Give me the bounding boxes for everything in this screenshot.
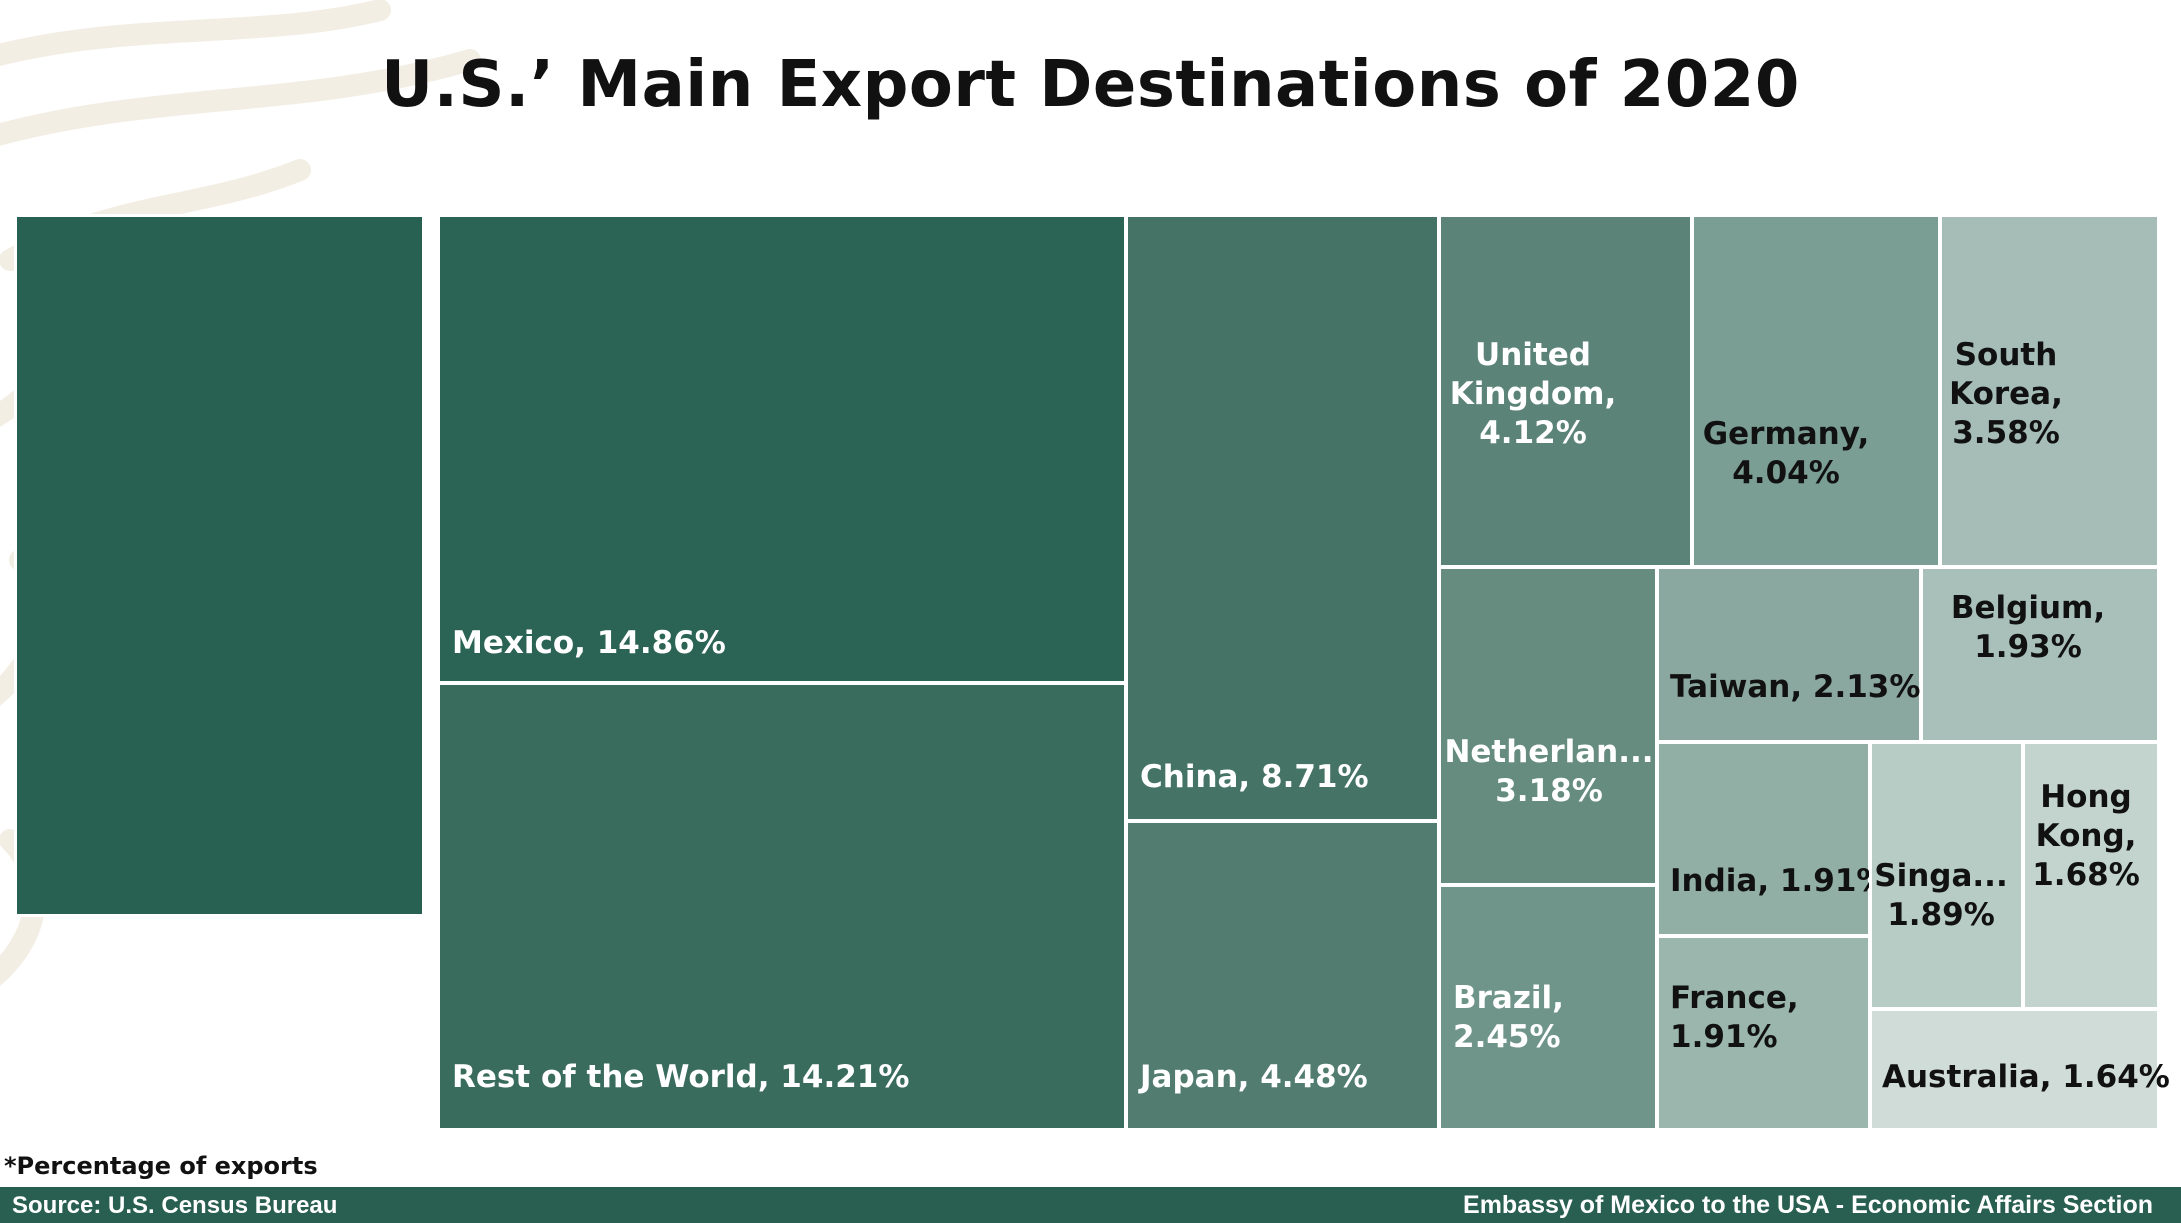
tile-label-line: Kong, [2035,818,2137,854]
tile-label-line: India, 1.91% [1670,863,1888,899]
tile-belgium: Belgium, 1.93% [1920,566,2160,743]
tile-label-line: 3.58% [1952,415,2060,451]
tile-label-germany: Germany, 4.04% [1661,415,1911,493]
tile-canada: Canada, 17.83% [14,214,425,1095]
credit-text: Embassy of Mexico to the USA - Economic … [1463,1191,2153,1219]
tile-label-line: Belgium, [1950,590,2106,626]
tile-label-belgium: Belgium, 1.93% [1908,589,2148,667]
tile-label-line: Germany, [1702,416,1870,452]
tile-label-line: Korea, [1949,376,2063,412]
tile-label-singapore: Singa... 1.89% [1864,857,2019,935]
tile-label-line: China, 8.71% [1140,759,1369,795]
tile-label-japan: Japan, 4.48% [1140,1058,1368,1097]
tile-label-united-kingdom: United Kingdom, 4.12% [1406,336,1661,453]
tile-label-line: Singa... [1874,858,2008,894]
tile-label-line: Rest of the World, 14.21% [452,1059,910,1095]
tile-label-line: Taiwan, 2.13% [1670,669,1921,705]
tile-hong-kong: Hong Kong, 1.68% [2022,741,2160,1010]
tile-label-france: France, 1.91% [1670,979,1799,1057]
tile-france: France, 1.91% [1656,935,1871,1131]
tile-label-line: 2.45% [1453,1019,1561,1055]
tile-label-china: China, 8.71% [1140,758,1369,797]
tile-label-netherlands: Netherlan... 3.18% [1439,733,1659,811]
tile-label-line: South [1954,337,2058,373]
tile-taiwan: Taiwan, 2.13% [1656,566,1922,743]
tile-label-line: France, [1670,980,1799,1016]
tile-label-line: 4.12% [1479,415,1587,451]
tile-label-line: Mexico, 14.86% [452,625,726,661]
tile-japan: Japan, 4.48% [1125,820,1440,1131]
tile-south-korea: South Korea, 3.58% [1939,214,2160,568]
tile-label-line: Japan, 4.48% [1140,1059,1368,1095]
tile-netherlands: Netherlan... 3.18% [1438,566,1658,886]
tile-mexico: Mexico, 14.86% [437,214,1127,684]
tile-united-kingdom: United Kingdom, 4.12% [1438,214,1693,568]
tile-label-line: Kingdom, [1449,376,1617,412]
tile-rest-of-the-world: Rest of the World, 14.21% [437,682,1127,1131]
tile-label-canada: Canada, 17.83% [29,1058,310,1097]
tile-label-line: 1.91% [1670,1019,1778,1055]
page-title: U.S.’ Main Export Destinations of 2020 [381,48,1800,122]
tile-label-line: Brazil, [1453,980,1564,1016]
tile-label-line: 1.68% [2032,857,2140,893]
tile-label-line: Australia, 1.64% [1882,1059,2170,1095]
tile-label-line: 4.04% [1732,455,1840,491]
tile-label-india: India, 1.91% [1670,862,1887,901]
tile-singapore: Singa... 1.89% [1869,741,2024,1010]
tile-label-brazil: Brazil, 2.45% [1453,979,1564,1057]
tile-india: India, 1.91% [1656,741,1887,937]
tile-label-line: Canada, 17.83% [29,1059,311,1095]
tile-label-australia: Australia, 1.64% [1882,1058,2170,1097]
tile-label-south-korea: South Korea, 3.58% [1896,336,2117,453]
tile-label-line: 1.93% [1974,629,2082,665]
tile-label-line: 1.89% [1887,897,1995,933]
tile-label-line: Netherlan... [1444,734,1654,770]
tile-australia: Australia, 1.64% [1869,1008,2170,1131]
tile-label-hong-kong: Hong Kong, 1.68% [2017,778,2155,895]
footnote: *Percentage of exports [4,1152,318,1180]
tile-china: China, 8.71% [1125,214,1440,822]
source-text: Source: U.S. Census Bureau [12,1192,338,1219]
tile-label-rest-of-the-world: Rest of the World, 14.21% [452,1058,909,1097]
footer-bar: Source: U.S. Census Bureau Embassy of Me… [0,1187,2181,1223]
tile-label-line: Hong [2040,779,2132,815]
tile-brazil: Brazil, 2.45% [1438,884,1658,1131]
tile-label-mexico: Mexico, 14.86% [452,624,726,663]
tile-label-taiwan: Taiwan, 2.13% [1670,668,1920,707]
tile-label-line: 3.18% [1495,773,1603,809]
tile-label-line: United [1475,337,1591,373]
